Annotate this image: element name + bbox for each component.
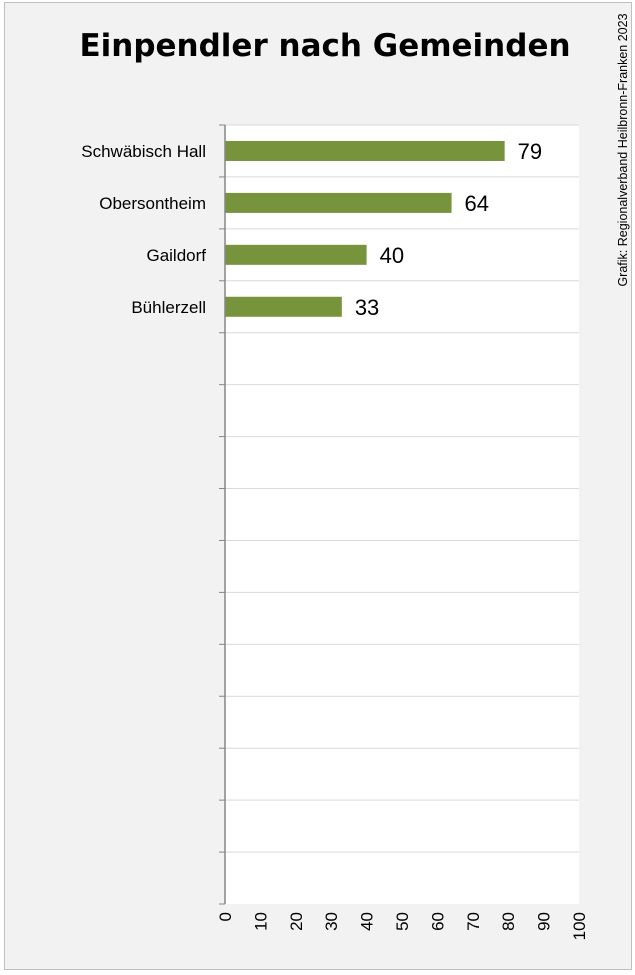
axes [219,124,226,905]
bar [225,244,367,265]
x-tick-label: 60 [428,912,447,931]
data-label: 33 [355,295,379,320]
x-tick-label: 10 [251,912,270,931]
x-tick-label: 70 [464,912,483,931]
x-tick-label: 80 [499,912,518,931]
x-tick-label: 20 [287,912,306,931]
category-label: Gaildorf [146,246,206,265]
credit-text: Grafik: Regionalverband Heilbronn-Franke… [616,13,630,287]
data-label: 40 [380,243,404,268]
chart-title: Einpendler nach Gemeinden [79,28,571,64]
x-tick-label: 100 [570,912,589,940]
gridlines [225,124,579,853]
category-label: Schwäbisch Hall [81,142,206,161]
bar [225,140,505,161]
data-labels: 79 64 40 33 [355,139,542,320]
x-tick-label: 90 [535,912,554,931]
data-label: 64 [465,191,489,216]
category-label: Bühlerzell [131,298,206,317]
bar [225,296,342,317]
x-tick-label: 0 [216,912,235,921]
data-label: 79 [518,139,542,164]
category-labels: Schwäbisch Hall Obersontheim Gaildorf Bühle… [81,142,206,317]
x-tick-label: 40 [358,912,377,931]
x-tick-label: 30 [322,912,341,931]
x-tick-label: 50 [393,912,412,931]
bars [225,140,505,317]
bar [225,192,452,213]
x-tick-labels: 0 10 20 30 40 50 60 70 80 90 100 [216,912,589,940]
category-label: Obersontheim [99,194,206,213]
